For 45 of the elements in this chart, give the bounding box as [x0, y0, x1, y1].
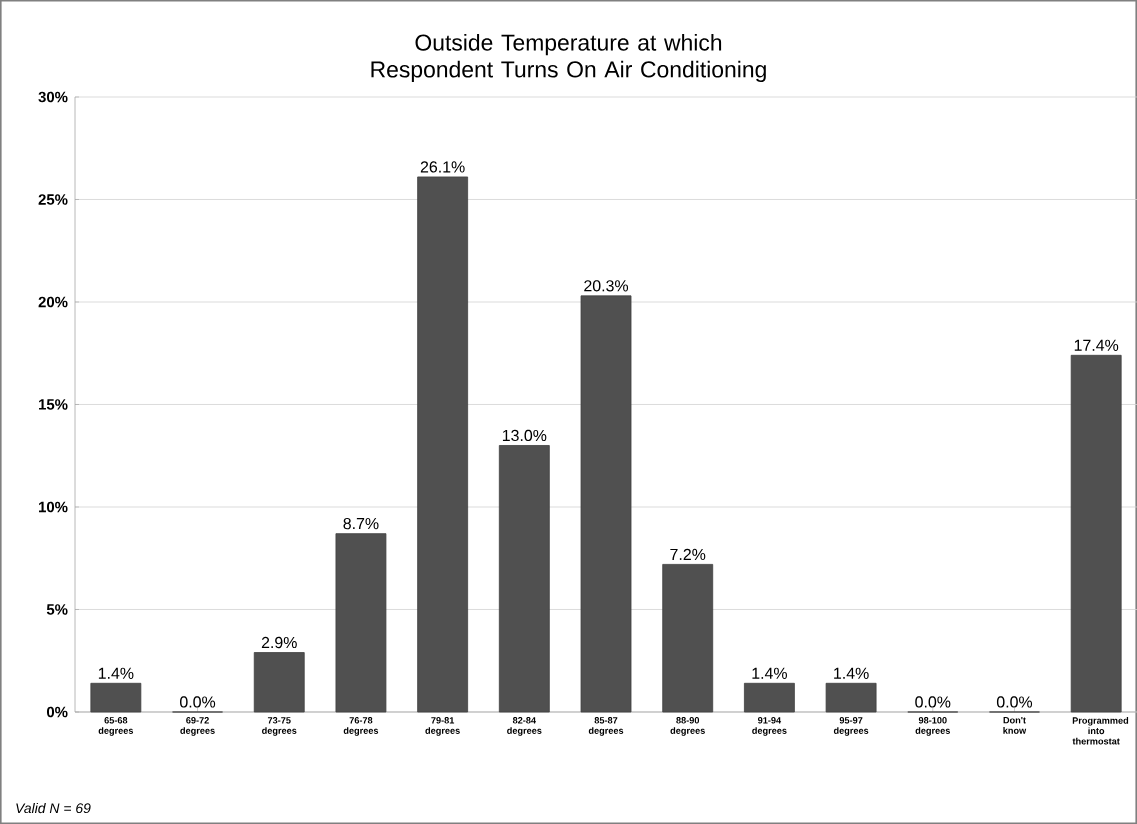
y-tick-label: 5%: [46, 604, 68, 615]
bar: [498, 445, 550, 713]
x-tick-label: 65-68 degrees: [98, 717, 134, 736]
x-tick-label: 73-75 degrees: [262, 717, 297, 736]
y-tick-label: 20%: [38, 296, 68, 308]
bar: [744, 682, 795, 713]
bar: [90, 682, 142, 713]
x-tick-label: 82-84 degrees: [507, 717, 542, 736]
data-label: 0.0%: [996, 696, 1033, 708]
x-tick-label: 85-87 degrees: [588, 717, 624, 736]
x-tick-label: 69-72 degrees: [180, 717, 215, 736]
data-label: 13.0%: [502, 429, 547, 442]
data-label: 0.0%: [180, 696, 216, 708]
y-tick-label: 15%: [39, 399, 68, 410]
x-tick-label: Don't know: [1003, 717, 1027, 734]
text: Valid N = 69: [16, 802, 91, 814]
chart-title: Outside Temperature at which Respondent Turns On Air Conditioning: [371, 33, 766, 83]
data-label: 0.0%: [915, 696, 951, 708]
x-tick-label: 91-94 degrees: [752, 717, 787, 736]
bar: [580, 295, 632, 713]
bar: [335, 533, 387, 713]
x-tick-label: 95-97 degrees: [833, 717, 869, 736]
y-tick-label: 25%: [38, 194, 68, 205]
x-tick-label: 76-78 degrees: [343, 717, 379, 736]
bar: [662, 564, 714, 713]
bar: [253, 652, 305, 713]
data-label: 20.3%: [584, 280, 629, 292]
y-tick-label: 0%: [46, 706, 68, 718]
data-label: 1.4%: [834, 667, 869, 679]
bar: [1070, 354, 1122, 713]
x-tick-label: Programmed into thermostat: [1072, 717, 1129, 745]
data-label: 8.7%: [343, 517, 379, 530]
bar: [417, 176, 469, 713]
bar: [825, 682, 877, 713]
data-label: 1.4%: [752, 667, 787, 679]
y-tick-label: 30%: [38, 91, 68, 103]
data-label: 26.1%: [420, 161, 465, 173]
data-label: 1.4%: [98, 667, 134, 679]
y-tick-label: 10%: [39, 501, 68, 513]
data-label: 2.9%: [261, 636, 297, 649]
data-label: 7.2%: [670, 548, 706, 560]
x-tick-label: 88-90 degrees: [670, 717, 705, 736]
data-label: 17.4%: [1074, 339, 1119, 351]
x-tick-label: 79-81 degrees: [425, 717, 460, 736]
x-tick-label: 98-100 degrees: [915, 717, 950, 736]
